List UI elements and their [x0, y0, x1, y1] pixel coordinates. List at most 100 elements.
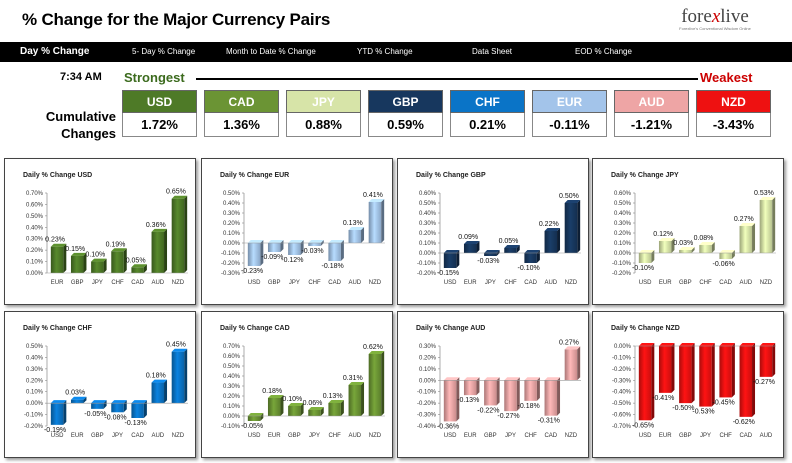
- chart-svg: Daily % Change GBP -0.20% -0.10% 0.00% 0.10%…: [416, 172, 581, 286]
- tab-month-to-date-change[interactable]: Month to Date % Change: [226, 47, 316, 56]
- x-tick-label: NZD: [172, 280, 185, 286]
- x-tick-label: EUR: [71, 433, 84, 439]
- data-label: 0.13%: [323, 393, 343, 400]
- bar: [91, 400, 107, 409]
- chart-svg: Daily % Change AUD -0.40% -0.30% -0.20% -0.1…: [416, 325, 581, 439]
- currency-code: EUR: [532, 90, 607, 113]
- data-label: -0.08%: [104, 414, 126, 421]
- y-tick-label: 0.20%: [614, 231, 632, 237]
- y-tick-label: 0.00%: [26, 271, 44, 277]
- chart-title: Daily % Change NZD: [611, 325, 680, 332]
- data-label: -0.18%: [518, 403, 540, 410]
- y-tick-label: -0.10%: [417, 261, 437, 267]
- bar: [544, 228, 561, 253]
- data-label: 0.10%: [85, 252, 105, 259]
- data-label: -0.27%: [753, 379, 775, 386]
- data-label: 0.36%: [146, 222, 166, 229]
- bar: [443, 377, 460, 422]
- chart-svg: Daily % Change EUR -0.30% -0.20% -0.10% 0.00…: [220, 172, 385, 286]
- y-tick-label: 0.40%: [223, 374, 241, 380]
- tab-5-day-change[interactable]: 5- Day % Change: [132, 47, 196, 56]
- bar: [247, 413, 264, 421]
- x-tick-label: JPY: [289, 280, 300, 286]
- x-tick-label: USD: [51, 433, 64, 439]
- x-tick-label: JPY: [485, 280, 496, 286]
- y-tick-label: 0.20%: [223, 221, 241, 227]
- chart-svg: Daily % Change CAD -0.10% 0.00% 0.10% 0.20% 0…: [220, 325, 385, 439]
- tab-day-change[interactable]: Day % Change: [20, 46, 90, 57]
- logo-text-x: x: [711, 6, 721, 27]
- x-tick-label: NZD: [565, 280, 578, 286]
- x-tick-label: AUD: [348, 280, 361, 286]
- y-tick-label: 0.20%: [419, 231, 437, 237]
- data-label: 0.05%: [126, 257, 146, 264]
- tab-data-sheet[interactable]: Data Sheet: [472, 47, 513, 56]
- chart-title: Daily % Change GBP: [416, 172, 486, 179]
- x-tick-label: CAD: [739, 433, 752, 439]
- currency-code: NZD: [696, 90, 771, 113]
- tab-eod-change[interactable]: EOD % Change: [575, 47, 632, 56]
- currency-cumulative-value: 0.21%: [450, 113, 525, 137]
- bar: [699, 343, 715, 407]
- data-label: 0.08%: [694, 235, 714, 242]
- x-tick-label: AUD: [151, 280, 164, 286]
- data-label: -0.03%: [477, 258, 499, 265]
- chart-panel-gbp: Daily % Change GBP -0.20% -0.10% 0.00% 0.10%…: [397, 158, 589, 305]
- page-title: % Change for the Major Currency Pairs: [22, 10, 331, 29]
- forexlive-logo[interactable]: forexlive Forexlive's Conventional Wisdo…: [660, 6, 770, 38]
- y-tick-label: -0.30%: [221, 271, 241, 277]
- y-tick-label: 0.10%: [419, 241, 437, 247]
- data-label: 0.18%: [262, 388, 282, 395]
- y-tick-label: -0.20%: [24, 424, 44, 430]
- bar: [328, 400, 344, 416]
- data-label: 0.03%: [673, 240, 693, 247]
- currency-card-eur: EUR -0.11%: [532, 90, 607, 137]
- bar: [463, 377, 480, 396]
- chart-title: Daily % Change USD: [23, 172, 92, 179]
- y-tick-label: 0.40%: [223, 201, 241, 207]
- currency-cumulative-value: -3.43%: [696, 113, 771, 137]
- x-tick-label: USD: [639, 433, 652, 439]
- x-tick-label: EUR: [268, 433, 281, 439]
- y-tick-label: -0.10%: [612, 355, 632, 361]
- y-tick-label: 0.30%: [223, 211, 241, 217]
- y-tick-label: -0.10%: [24, 413, 44, 419]
- bar: [658, 238, 675, 253]
- bar: [348, 382, 365, 416]
- data-label: -0.36%: [437, 423, 459, 430]
- data-label: 0.41%: [363, 192, 383, 199]
- tab-ytd-change[interactable]: YTD % Change: [357, 47, 413, 56]
- chart-title: Daily % Change CHF: [23, 325, 93, 332]
- x-tick-label: EUR: [464, 433, 477, 439]
- logo-text-right: live: [720, 6, 749, 27]
- data-label: 0.12%: [653, 231, 673, 238]
- y-tick-label: -0.10%: [221, 424, 241, 430]
- bar: [524, 377, 540, 401]
- y-tick-label: 0.40%: [26, 355, 44, 361]
- y-tick-label: -0.30%: [417, 413, 437, 419]
- data-label: 0.19%: [106, 241, 126, 248]
- data-label: 0.06%: [303, 400, 323, 407]
- y-tick-label: 0.20%: [26, 248, 44, 254]
- bar: [463, 241, 480, 253]
- currency-code: AUD: [614, 90, 689, 113]
- y-tick-label: 0.60%: [223, 354, 241, 360]
- y-tick-label: 0.00%: [223, 414, 241, 420]
- y-tick-label: 0.10%: [419, 367, 437, 373]
- chart-svg: Daily % Change USD0.00%0.10%0.20%0.30%0.…: [23, 172, 188, 286]
- currency-code: GBP: [368, 90, 443, 113]
- y-tick-label: 0.40%: [614, 211, 632, 217]
- y-tick-label: 0.30%: [419, 221, 437, 227]
- x-tick-label: CAD: [131, 433, 144, 439]
- y-tick-label: 0.40%: [419, 211, 437, 217]
- bar: [171, 195, 188, 273]
- y-tick-label: 0.30%: [419, 344, 437, 350]
- x-tick-label: AUD: [348, 433, 361, 439]
- chart-panel-chf: Daily % Change CHF -0.20% -0.10% 0.00% 0.10%…: [4, 311, 196, 458]
- x-tick-label: USD: [248, 280, 261, 286]
- chart-panel-eur: Daily % Change EUR -0.30% -0.20% -0.10% 0.00…: [201, 158, 393, 305]
- data-label: -0.31%: [538, 418, 560, 425]
- data-label: 0.22%: [539, 221, 559, 228]
- bar: [658, 343, 675, 393]
- y-tick-label: -0.30%: [612, 378, 632, 384]
